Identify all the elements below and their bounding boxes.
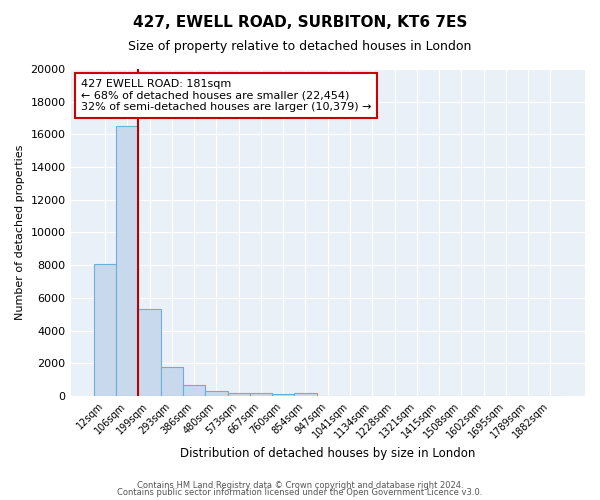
Text: Contains public sector information licensed under the Open Government Licence v3: Contains public sector information licen… xyxy=(118,488,482,497)
Text: Size of property relative to detached houses in London: Size of property relative to detached ho… xyxy=(128,40,472,53)
Bar xyxy=(161,366,183,396)
Text: 427 EWELL ROAD: 181sqm
← 68% of detached houses are smaller (22,454)
32% of semi: 427 EWELL ROAD: 181sqm ← 68% of detached… xyxy=(81,79,371,112)
Y-axis label: Number of detached properties: Number of detached properties xyxy=(15,145,25,320)
Bar xyxy=(94,264,116,396)
Bar xyxy=(295,394,317,396)
Text: 427, EWELL ROAD, SURBITON, KT6 7ES: 427, EWELL ROAD, SURBITON, KT6 7ES xyxy=(133,15,467,30)
Bar xyxy=(139,310,161,396)
Bar xyxy=(227,392,250,396)
Bar xyxy=(250,394,272,396)
Bar xyxy=(205,391,227,396)
Bar xyxy=(183,384,205,396)
Bar xyxy=(116,126,139,396)
Bar xyxy=(272,394,295,396)
Text: Contains HM Land Registry data © Crown copyright and database right 2024.: Contains HM Land Registry data © Crown c… xyxy=(137,480,463,490)
X-axis label: Distribution of detached houses by size in London: Distribution of detached houses by size … xyxy=(180,447,475,460)
